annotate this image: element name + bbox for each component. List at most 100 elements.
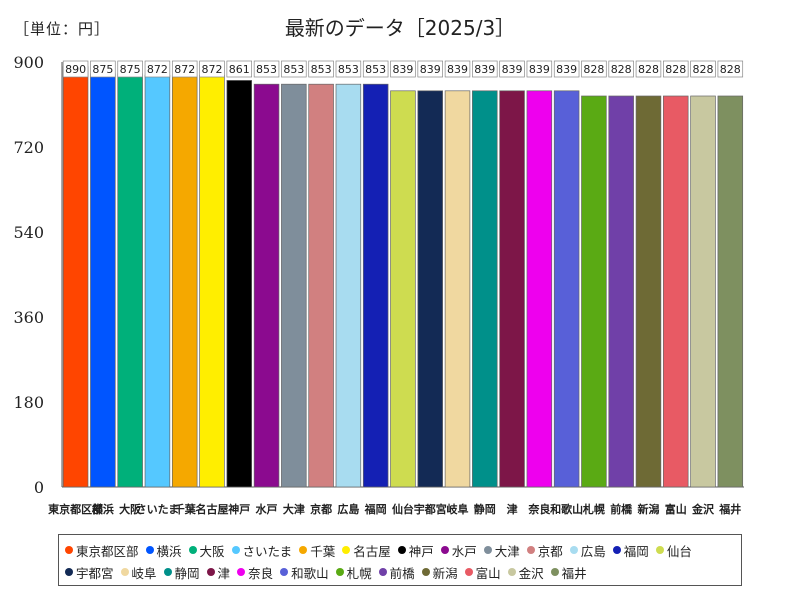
legend-item: 宇都宮 bbox=[65, 561, 114, 583]
data-label: 853 bbox=[365, 63, 386, 76]
legend-marker bbox=[237, 568, 246, 576]
x-tick-label: 岐阜 bbox=[447, 502, 469, 516]
legend-item: 福井 bbox=[550, 561, 587, 583]
data-label-box bbox=[499, 60, 525, 78]
y-tick-label: 540 bbox=[13, 223, 44, 242]
bar bbox=[444, 90, 471, 488]
x-tick-label: 福岡 bbox=[364, 502, 387, 516]
legend-label: 大阪 bbox=[199, 543, 225, 559]
x-tick-label: 千葉 bbox=[174, 502, 197, 516]
x-tick-label: 前橋 bbox=[610, 502, 633, 516]
data-label-box bbox=[144, 60, 171, 78]
legend-marker bbox=[550, 568, 559, 576]
data-label: 839 bbox=[529, 63, 550, 76]
legend-label: 福岡 bbox=[623, 543, 649, 559]
data-label: 872 bbox=[174, 63, 195, 76]
bar bbox=[608, 95, 634, 488]
data-label-box bbox=[90, 60, 116, 78]
legend-marker bbox=[206, 568, 215, 576]
bar bbox=[117, 73, 143, 488]
bar bbox=[472, 90, 498, 488]
x-tick-label: 水戸 bbox=[256, 502, 278, 516]
legend-item: さいたま bbox=[231, 539, 293, 561]
legend-marker bbox=[335, 568, 344, 576]
bar bbox=[553, 90, 580, 488]
legend-item: 岐阜 bbox=[120, 561, 157, 583]
bar bbox=[635, 95, 662, 488]
legend-marker bbox=[569, 546, 578, 554]
y-tick-label: 900 bbox=[13, 53, 44, 72]
bar bbox=[362, 83, 389, 488]
data-label-box bbox=[308, 60, 334, 78]
legend-item: 奈良 bbox=[237, 561, 273, 583]
legend-marker bbox=[440, 546, 449, 554]
bar bbox=[171, 74, 198, 488]
legend-marker bbox=[378, 568, 387, 576]
data-label-box bbox=[581, 60, 607, 78]
legend-marker bbox=[231, 546, 240, 554]
legend-label: 広島 bbox=[580, 543, 606, 559]
data-label-box bbox=[117, 60, 143, 78]
y-tick-label: 360 bbox=[13, 308, 44, 327]
legend-label: 横浜 bbox=[156, 543, 182, 559]
data-label: 872 bbox=[201, 63, 222, 76]
x-tick-label: 神戸 bbox=[228, 502, 250, 516]
data-label-box bbox=[226, 60, 253, 78]
legend-item: 津 bbox=[206, 561, 230, 583]
data-label-box bbox=[717, 60, 744, 78]
legend-marker bbox=[421, 568, 430, 576]
legend-marker bbox=[188, 546, 197, 554]
data-label: 839 bbox=[502, 63, 523, 76]
data-label: 828 bbox=[583, 63, 604, 76]
data-label: 853 bbox=[338, 63, 359, 76]
legend-label: 静岡 bbox=[174, 565, 200, 581]
data-label: 875 bbox=[92, 63, 113, 76]
legend-label: 神戸 bbox=[408, 543, 434, 559]
y-tick-label: 0 bbox=[34, 478, 44, 497]
legend-item: 横浜 bbox=[145, 539, 182, 561]
x-tick-label: さいたま bbox=[136, 503, 180, 516]
x-tick-label: 名古屋 bbox=[195, 502, 228, 516]
legend-marker bbox=[145, 546, 154, 554]
data-label-box bbox=[608, 60, 634, 78]
legend-marker bbox=[612, 546, 621, 554]
legend-item: 水戸 bbox=[440, 539, 477, 561]
legend-label: 名古屋 bbox=[353, 543, 391, 559]
bar bbox=[144, 74, 171, 488]
chart-legend: 東京都区部 横浜 大阪 さいたま 千葉 名古屋 神戸 水戸 大津 京都 広島 福岡 仙台 宇都宮 岐阜 静岡 津… bbox=[58, 534, 742, 586]
legend-label: 札幌 bbox=[346, 565, 372, 581]
legend-item: 京都 bbox=[526, 539, 563, 561]
legend-label: さいたま bbox=[242, 543, 293, 559]
legend-label: 新潟 bbox=[432, 565, 458, 581]
legend-item: 札幌 bbox=[335, 561, 372, 583]
legend-label: 岐阜 bbox=[131, 565, 157, 581]
legend-marker bbox=[342, 546, 351, 554]
x-tick-label: 奈良 bbox=[527, 502, 550, 516]
bar bbox=[417, 90, 443, 488]
legend-marker bbox=[280, 568, 289, 576]
legend-item: 東京都区部 bbox=[65, 539, 139, 561]
legend-label: 東京都区部 bbox=[76, 543, 139, 559]
legend-label: 富山 bbox=[475, 565, 501, 581]
legend-item: 神戸 bbox=[397, 539, 434, 561]
legend-item: 大阪 bbox=[188, 539, 225, 561]
unit-label: ［単位：円］ bbox=[14, 20, 111, 38]
legend-label: 水戸 bbox=[451, 543, 477, 559]
data-label-box bbox=[199, 60, 225, 78]
legend-item: 福岡 bbox=[612, 539, 649, 561]
data-label: 839 bbox=[392, 63, 413, 76]
data-label-box bbox=[253, 60, 280, 78]
legend-marker bbox=[299, 546, 308, 554]
data-label-box bbox=[690, 60, 716, 78]
data-label: 839 bbox=[447, 63, 468, 76]
x-tick-label: 福井 bbox=[718, 502, 741, 516]
legend-marker bbox=[464, 568, 473, 576]
data-label: 853 bbox=[283, 63, 304, 76]
x-tick-label: 静岡 bbox=[474, 502, 496, 516]
y-tick-label: 180 bbox=[13, 393, 44, 412]
legend-item: 静岡 bbox=[163, 561, 200, 583]
data-label-box bbox=[62, 60, 89, 78]
legend-items: 東京都区部 横浜 大阪 さいたま 千葉 名古屋 神戸 水戸 大津 京都 広島 福岡 仙台 宇都宮 岐阜 静岡 津… bbox=[65, 539, 735, 583]
bar bbox=[526, 90, 553, 488]
